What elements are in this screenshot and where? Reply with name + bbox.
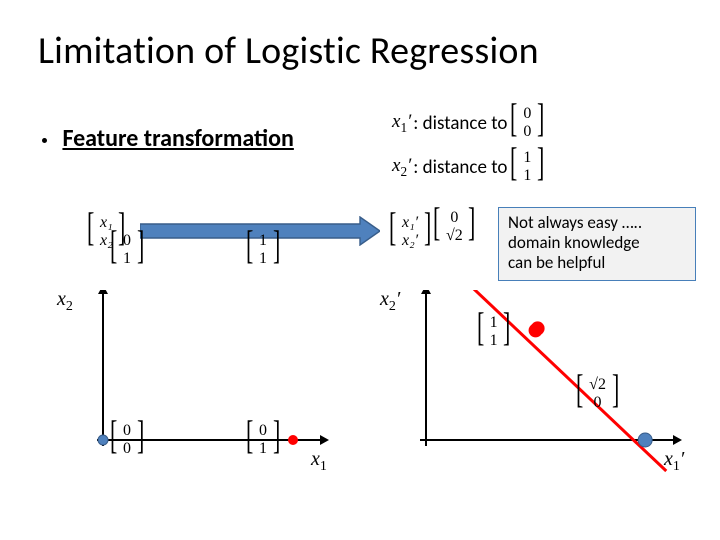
def-x1: x1′: distance to[00] xyxy=(392,108,541,138)
bullet-dot xyxy=(42,138,47,143)
callout-line3: can be helpful xyxy=(508,253,686,273)
callout-note: Not always easy ….. domain knowledge can… xyxy=(498,207,696,281)
def-x2: x2′: distance to[11] xyxy=(392,152,541,182)
bullet-feature-transformation: Feature transformation xyxy=(42,124,294,153)
output-vector: [x₁′x₂′] xyxy=(392,210,428,254)
bullet-text: Feature transformation xyxy=(62,124,293,153)
callout-line2: domain knowledge xyxy=(508,233,686,253)
right-scatter-plot xyxy=(398,290,688,490)
slide-title: Limitation of Logistic Regression xyxy=(38,28,539,74)
callout-line1: Not always easy ….. xyxy=(508,213,686,233)
